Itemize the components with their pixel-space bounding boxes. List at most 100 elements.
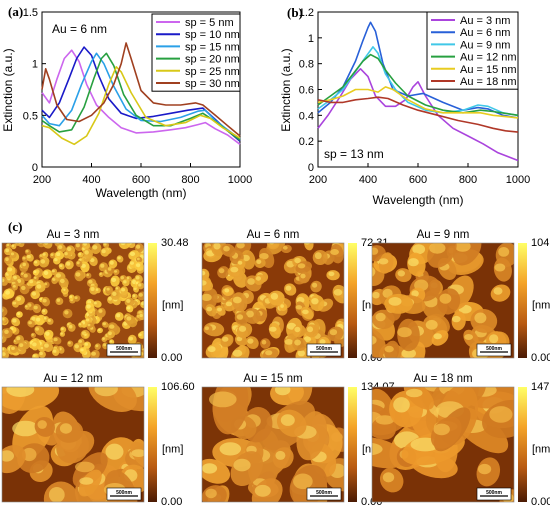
y-ticks-b: 0 0.2 0.4 0.6 0.8 1 1.2 — [299, 7, 322, 174]
y-tick-label-a-3: 1.5 — [23, 7, 38, 19]
y-tick-label-b-6: 1.2 — [299, 7, 314, 19]
x-tick-label-b-3: 800 — [459, 174, 477, 186]
colorbar-min-2: 0.00 — [531, 352, 550, 364]
afm-tile-5: Au = 18 nm 500nm 147.60 [nm] 0.00 — [371, 373, 550, 508]
panel-a-label: (a) — [8, 4, 23, 19]
y-tick-label-b-0: 0 — [308, 162, 314, 174]
legend-label-a-0: sp = 5 nm — [185, 17, 234, 29]
x-tick-label-b-2: 600 — [409, 174, 427, 186]
scalebar-label-1: 500nm — [316, 346, 332, 352]
y-tick-label-a-0: 0 — [32, 162, 38, 174]
afm-tile-0: Au = 3 nm 500nm 30.48 [nm] 0.00 — [1, 229, 189, 364]
series-line-a-4 — [41, 66, 241, 146]
afm-title-4: Au = 15 nm — [243, 373, 302, 385]
afm-image-4 — [202, 387, 344, 502]
afm-image-0 — [2, 243, 144, 358]
series-line-a-0 — [41, 49, 241, 145]
afm-tile-3: Au = 12 nm 500nm 106.60 [nm] 0.00 — [1, 373, 195, 508]
chart-panel-a: 0 0.5 1 1.5 200 400 600 800 1000 Au = 6 nm Wave… — [1, 7, 252, 200]
annotation-b: sp = 13 nm — [324, 147, 384, 161]
legend-label-b-1: Au = 6 nm — [460, 27, 510, 39]
afm-title-2: Au = 9 nm — [417, 229, 470, 241]
x-axis-label-b: Wavelength (nm) — [373, 193, 464, 207]
colorbar-3 — [148, 387, 157, 502]
y-axis-label-b: Extinction (a.u.) — [279, 48, 293, 131]
colorbar-max-0: 30.48 — [161, 237, 189, 249]
colorbar-min-3: 0.00 — [161, 496, 182, 508]
colorbar-0 — [148, 243, 157, 358]
series-line-b-4 — [317, 86, 519, 119]
annotation-a: Au = 6 nm — [52, 22, 107, 36]
legend-label-a-3: sp = 20 nm — [185, 54, 240, 66]
colorbar-4 — [348, 387, 357, 502]
y-tick-label-a-2: 1 — [32, 59, 38, 71]
colorbar-1 — [348, 243, 357, 358]
series-line-a-3 — [41, 52, 241, 141]
x-tick-label-b-1: 400 — [359, 174, 377, 186]
afm-image-2 — [372, 243, 514, 358]
x-tick-label-b-4: 1000 — [506, 174, 530, 186]
x-tick-label-a-3: 800 — [181, 174, 199, 186]
scalebar-label-4: 500nm — [316, 490, 332, 496]
colorbar-max-2: 104.56 — [531, 237, 550, 249]
scalebar-box-0 — [106, 343, 142, 357]
afm-image-3 — [2, 387, 144, 502]
y-tick-label-b-3: 0.6 — [299, 85, 314, 97]
legend-box-a — [151, 13, 241, 92]
legend-label-a-4: sp = 25 nm — [185, 66, 240, 78]
afm-image-5 — [372, 387, 514, 502]
x-tick-label-a-0: 200 — [33, 174, 51, 186]
afm-title-1: Au = 6 nm — [247, 229, 300, 241]
colorbar-min-5: 0.00 — [531, 496, 550, 508]
x-axis-label-a: Wavelength (nm) — [96, 186, 187, 200]
afm-title-5: Au = 18 nm — [413, 373, 472, 385]
series-line-b-3 — [317, 53, 519, 117]
y-tick-label-b-4: 0.8 — [299, 59, 314, 71]
legend-label-b-5: Au = 18 nm — [460, 76, 517, 88]
scalebar-box-4 — [306, 487, 342, 501]
x-tick-label-a-4: 1000 — [228, 174, 252, 186]
afm-title-3: Au = 12 nm — [43, 373, 102, 385]
legend-label-b-4: Au = 15 nm — [460, 64, 517, 76]
scalebar-label-3: 500nm — [116, 490, 132, 496]
afm-image-1 — [202, 243, 344, 358]
y-tick-label-b-5: 1 — [308, 33, 314, 45]
colorbar-max-3: 106.60 — [161, 381, 195, 393]
legend-label-a-5: sp = 30 nm — [185, 78, 240, 90]
x-ticks-b: 200 400 600 800 1000 — [309, 163, 530, 186]
y-tick-label-a-1: 0.5 — [23, 110, 38, 122]
colorbar-unit-2: [nm] — [532, 300, 550, 312]
x-tick-label-b-0: 200 — [309, 174, 327, 186]
series-group-b — [317, 21, 519, 162]
colorbar-unit-5: [nm] — [532, 444, 550, 456]
afm-tile-4: Au = 15 nm500nm134.07[nm]0.00 — [201, 373, 395, 508]
colorbar-max-5: 147.60 — [531, 381, 550, 393]
y-tick-label-b-2: 0.4 — [299, 110, 314, 122]
series-line-a-5 — [41, 42, 241, 137]
series-group-a — [41, 42, 241, 146]
x-tick-label-a-2: 600 — [132, 174, 150, 186]
afm-tile-1: Au = 6 nm500nm72.31[nm]0.00 — [201, 229, 389, 364]
colorbar-5 — [518, 387, 527, 502]
afm-tile-2: Au = 9 nm 500nm 104.56 [nm] 0.00 — [371, 229, 550, 364]
scalebar-label-0: 500nm — [116, 346, 132, 352]
y-axis-label-a: Extinction (a.u.) — [1, 48, 15, 131]
colorbar-unit-0: [nm] — [162, 300, 183, 312]
series-line-a-2 — [41, 52, 241, 140]
scalebar-box-3 — [106, 487, 142, 501]
legend-label-b-2: Au = 9 nm — [460, 39, 510, 51]
legend-label-b-0: Au = 3 nm — [460, 15, 510, 27]
scalebar-box-2 — [476, 343, 512, 357]
colorbar-unit-3: [nm] — [162, 444, 183, 456]
colorbar-min-0: 0.00 — [161, 352, 182, 364]
scalebar-box-1 — [306, 343, 342, 357]
colorbar-2 — [518, 243, 527, 358]
y-ticks-a: 0 0.5 1 1.5 — [23, 7, 46, 174]
series-line-b-5 — [317, 96, 519, 133]
afm-title-0: Au = 3 nm — [47, 229, 100, 241]
legend-label-b-3: Au = 12 nm — [460, 52, 517, 64]
scalebar-box-5 — [476, 487, 512, 501]
legend-box-b — [426, 11, 519, 90]
